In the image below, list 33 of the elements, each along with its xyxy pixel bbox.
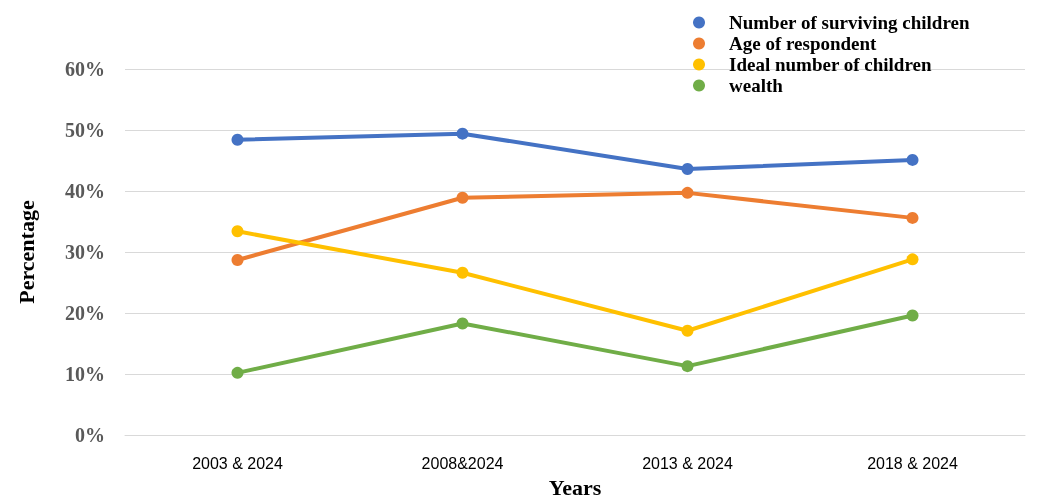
point	[456, 127, 469, 140]
point	[231, 225, 244, 238]
legend-label: Number of surviving children	[729, 12, 970, 33]
point	[906, 253, 919, 266]
point	[456, 317, 469, 330]
point	[681, 360, 694, 373]
y-tick-label: 60%	[65, 58, 105, 80]
y-tick-label: 20%	[65, 302, 105, 325]
point	[231, 366, 244, 379]
y-tick-label: 10%	[65, 363, 105, 386]
y-tick-label: 50%	[65, 119, 105, 142]
y-tick-label: 0%	[75, 424, 105, 447]
point	[456, 191, 469, 204]
y-axis-title: Percentage	[13, 200, 39, 304]
legend-label: Age of respondent	[729, 33, 878, 54]
point	[906, 211, 919, 224]
x-tick-label: 2008&2024	[421, 454, 504, 472]
point	[906, 153, 919, 166]
x-tick-label: 2013 & 2024	[642, 454, 733, 472]
point	[231, 133, 244, 146]
point	[231, 253, 244, 266]
point	[456, 266, 469, 279]
y-tick-label: 40%	[65, 180, 105, 203]
point	[681, 186, 694, 199]
legend-label: Ideal number of children	[729, 54, 932, 75]
x-axis-title: Years	[548, 474, 602, 500]
y-tick-label: 30%	[65, 241, 105, 264]
legend-label: wealth	[729, 75, 784, 96]
x-tick-label: 2018 & 2024	[867, 454, 958, 472]
point	[681, 163, 694, 176]
point	[906, 309, 919, 322]
x-tick-label: 2003 & 2024	[192, 454, 283, 472]
point	[681, 324, 694, 337]
